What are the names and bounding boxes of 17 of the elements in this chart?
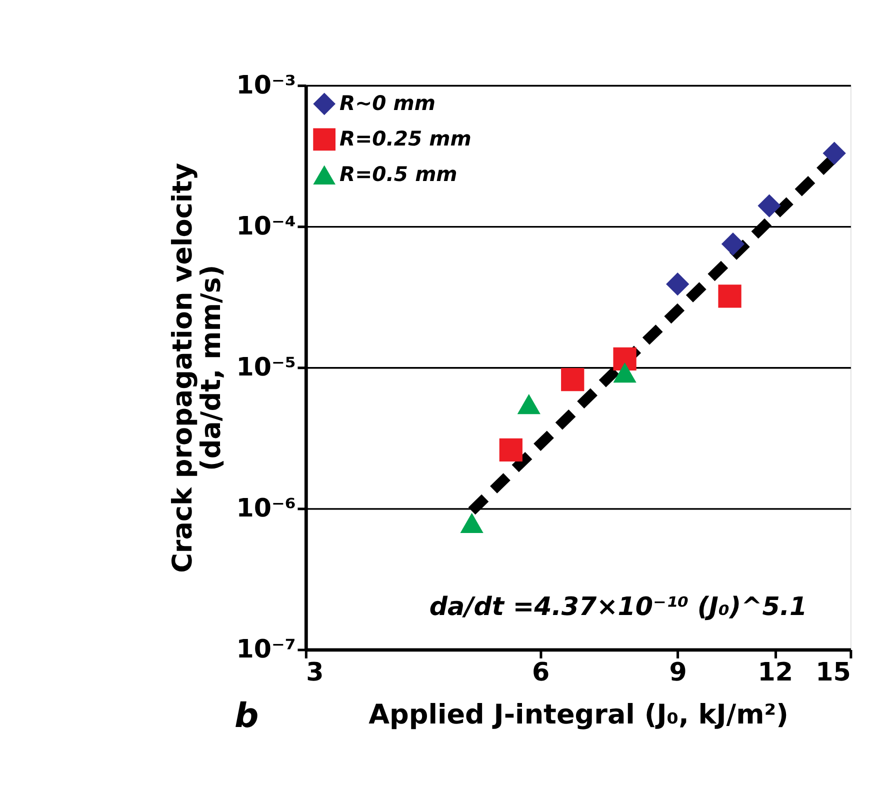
legend-label: R=0.25 mm (340, 126, 472, 150)
y-tick-label: 10⁻⁴ (236, 210, 296, 240)
y-tick-label: 10⁻⁵ (236, 351, 296, 382)
y-tick-label: 10⁻⁷ (236, 634, 296, 664)
legend-label: R~0 mm (340, 90, 436, 115)
text: b (234, 696, 259, 736)
y-tick-label: 10⁻⁶ (236, 492, 296, 523)
x-tick-label: 15 (816, 656, 851, 686)
x-axis-title: Applied J-integral (J₀, kJ/m²) (368, 699, 788, 730)
x-tick-label: 9 (669, 656, 687, 686)
y-axis-title: Crack propagation velocity (da/dt, mm/s) (168, 162, 228, 573)
x-tick-label: 6 (532, 656, 550, 686)
x-tick-label: 3 (306, 656, 324, 686)
legend-label: R=0.5 mm (340, 162, 458, 186)
x-tick-label: 12 (758, 656, 794, 686)
annotation: da/dt =4.37×10⁻¹⁰ (J₀)^5.1 (429, 590, 808, 621)
y-tick-label: 10⁻³ (236, 69, 296, 100)
